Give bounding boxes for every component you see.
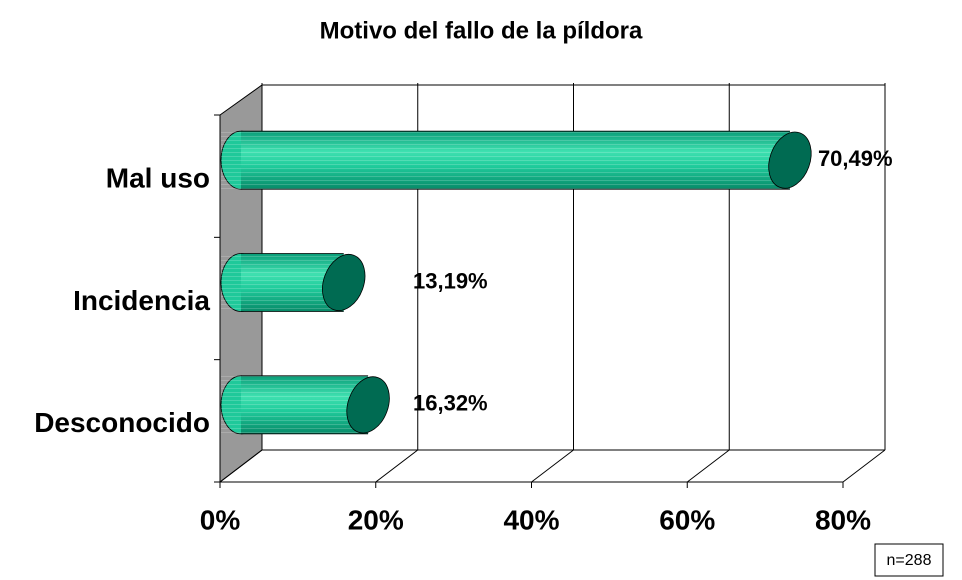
- y-tick-label: Incidencia: [73, 285, 210, 316]
- bar: [220, 375, 390, 435]
- value-label: 16,32%: [413, 391, 488, 416]
- bar-stripes: [221, 131, 790, 190]
- chart-title: Motivo del fallo de la píldora: [320, 17, 643, 44]
- annotation: n=288: [887, 552, 932, 569]
- note-box: [874, 543, 944, 577]
- x-tick-label: 40%: [503, 504, 559, 535]
- bar: [220, 253, 366, 312]
- grid-line: [686, 449, 730, 483]
- grid-line: [842, 449, 886, 483]
- y-tick-label: Mal uso: [106, 163, 210, 194]
- bar-stripes: [221, 375, 369, 434]
- grid-line: [375, 449, 419, 483]
- y-tick-label: Desconocido: [34, 407, 210, 438]
- x-tick-label: 60%: [659, 504, 715, 535]
- grid-line: [531, 449, 574, 483]
- value-label: 70,49%: [818, 146, 893, 171]
- grid-line: [219, 449, 263, 483]
- x-tick-label: 80%: [815, 504, 871, 535]
- bar-end: [346, 376, 390, 434]
- x-tick-label: 20%: [348, 504, 404, 535]
- bar: [220, 130, 812, 190]
- bar-end: [768, 131, 812, 189]
- bar-end: [322, 254, 366, 311]
- x-tick-label: 0%: [200, 504, 241, 535]
- value-label: 13,19%: [413, 268, 488, 293]
